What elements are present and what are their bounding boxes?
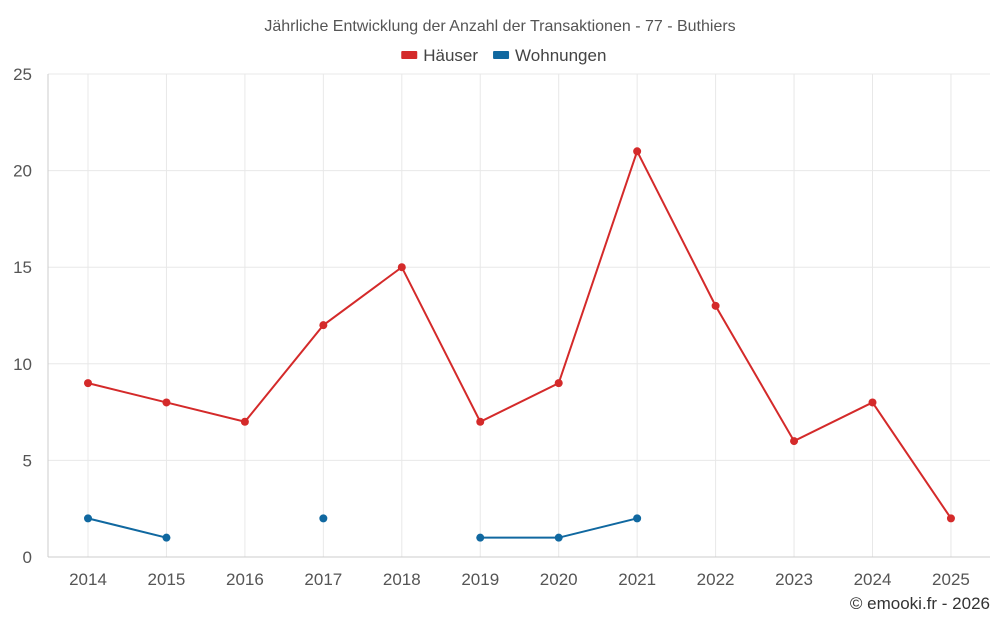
- x-tick-label: 2018: [383, 570, 421, 589]
- x-tick-label: 2024: [854, 570, 892, 589]
- data-point[interactable]: [240, 417, 249, 426]
- legend-label: Häuser: [423, 46, 478, 65]
- x-tick-label: 2015: [148, 570, 186, 589]
- data-point[interactable]: [868, 398, 877, 407]
- legend-item[interactable]: Wohnungen: [493, 46, 606, 65]
- series-0: [84, 147, 955, 523]
- data-point[interactable]: [476, 533, 485, 542]
- series-line: [87, 148, 952, 519]
- data-point[interactable]: [476, 417, 485, 426]
- data-point[interactable]: [319, 321, 328, 330]
- data-point[interactable]: [554, 379, 563, 388]
- x-tick-label: 2016: [226, 570, 264, 589]
- series: [84, 147, 955, 542]
- y-tick-label: 0: [23, 548, 32, 567]
- legend[interactable]: Häuser Wohnungen: [401, 46, 606, 65]
- series-line: [87, 517, 167, 539]
- data-point[interactable]: [633, 514, 642, 523]
- x-tick-label: 2014: [69, 570, 107, 589]
- data-point[interactable]: [84, 379, 92, 388]
- data-point[interactable]: [162, 533, 171, 542]
- x-axis: 2014 2015 2016 2017 2018 2019 2020 2021 2022 2023…: [69, 570, 970, 589]
- x-tick-label: 2021: [618, 570, 656, 589]
- x-tick-label: 2025: [932, 570, 970, 589]
- data-point[interactable]: [319, 514, 328, 523]
- y-tick-label: 25: [13, 65, 32, 84]
- y-tick-label: 5: [23, 451, 32, 470]
- y-tick-label: 15: [13, 258, 32, 277]
- data-point[interactable]: [397, 263, 406, 272]
- data-point[interactable]: [790, 437, 799, 446]
- data-point[interactable]: [554, 533, 563, 542]
- x-tick-label: 2017: [304, 570, 342, 589]
- data-point[interactable]: [946, 514, 955, 523]
- legend-label: Wohnungen: [515, 46, 606, 65]
- data-point[interactable]: [162, 398, 171, 407]
- data-point[interactable]: [633, 147, 642, 156]
- y-tick-label: 10: [13, 355, 32, 374]
- series-1: [84, 514, 642, 542]
- chart-title: Jährliche Entwicklung der Anzahl der Tra…: [264, 18, 735, 35]
- y-tick-label: 20: [13, 162, 32, 181]
- legend-swatch: [401, 51, 418, 59]
- data-point[interactable]: [84, 514, 92, 523]
- data-point[interactable]: [711, 301, 720, 310]
- grid: [47, 73, 990, 558]
- legend-swatch: [493, 51, 510, 59]
- legend-item[interactable]: Häuser: [401, 46, 478, 65]
- y-axis: 0 5 10 15 20 25: [13, 65, 32, 567]
- x-tick-label: 2023: [775, 570, 813, 589]
- x-tick-label: 2020: [540, 570, 578, 589]
- x-tick-label: 2019: [461, 570, 499, 589]
- x-tick-label: 2022: [697, 570, 735, 589]
- credit-text: © emooki.fr - 2026: [850, 594, 990, 613]
